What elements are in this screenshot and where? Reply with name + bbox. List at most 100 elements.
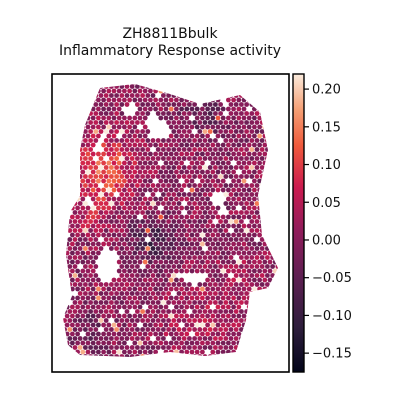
tissue-spot (254, 210, 260, 215)
tissue-spot (207, 165, 213, 170)
tissue-spot (246, 169, 252, 175)
tissue-spot (83, 273, 88, 278)
tissue-spot (249, 129, 255, 134)
tissue-spot (181, 165, 187, 170)
tissue-spot (124, 210, 130, 215)
tissue-spot (80, 178, 86, 184)
tissue-spot (137, 259, 143, 265)
tissue-spot (135, 327, 140, 332)
tissue-spot (213, 246, 218, 251)
tissue-spot (101, 124, 106, 130)
tissue-spot (85, 223, 91, 229)
tissue-spot (116, 340, 122, 346)
tissue-spot (218, 156, 224, 161)
tissue-spot (223, 327, 229, 332)
tissue-spot (161, 228, 166, 233)
tissue-spot (77, 201, 83, 206)
tissue-spot (254, 111, 260, 116)
tissue-spot (246, 241, 252, 247)
tissue-spot (179, 151, 185, 157)
tissue-spot (197, 147, 203, 152)
tissue-spot (161, 174, 166, 179)
tissue-spot (135, 246, 140, 251)
tissue-spot (236, 97, 242, 103)
tissue-spot (129, 201, 135, 206)
tissue-spot (192, 318, 198, 323)
tissue-spot (252, 133, 257, 139)
tissue-spot (166, 255, 172, 260)
tissue-spot (259, 273, 265, 278)
tissue-spot (161, 156, 166, 161)
tissue-spot (218, 327, 224, 332)
tissue-spot (168, 169, 174, 175)
tissue-spot (207, 183, 213, 188)
tissue-spot (135, 300, 140, 305)
tissue-spot (106, 295, 112, 301)
tissue-spot (148, 205, 153, 211)
tissue-spot (192, 291, 198, 296)
tissue-spot (153, 295, 159, 301)
tissue-spot (241, 214, 247, 220)
tissue-spot (155, 327, 161, 332)
tissue-spot (142, 187, 148, 193)
tissue-spot (90, 214, 96, 220)
tissue-spot (135, 111, 140, 116)
tissue-spot (181, 147, 187, 152)
tissue-spot (202, 174, 208, 179)
tissue-spot (171, 120, 177, 125)
tissue-spot (111, 214, 117, 220)
tissue-spot (140, 309, 146, 314)
tissue-spot (88, 291, 93, 296)
tissue-spot (168, 160, 174, 166)
tissue-spot (218, 255, 224, 260)
tissue-spot (166, 183, 172, 188)
tissue-spot (197, 264, 203, 269)
tissue-spot (101, 349, 106, 355)
tissue-spot (109, 111, 114, 116)
tissue-spot (145, 201, 151, 206)
tissue-spot (161, 282, 166, 287)
colorbar-tick-label: 0.20 (312, 83, 341, 98)
tissue-spot (163, 340, 169, 346)
tissue-spot (96, 295, 101, 301)
tissue-spot (194, 331, 200, 337)
tissue-spot (148, 97, 153, 103)
tissue-spot (249, 219, 255, 224)
tissue-spot (181, 318, 187, 323)
tissue-spot (168, 259, 174, 265)
tissue-spot (83, 246, 88, 251)
tissue-spot (166, 93, 172, 98)
tissue-spot (205, 214, 211, 220)
tissue-spot (150, 309, 156, 314)
tissue-spot (93, 174, 99, 179)
tissue-spot (168, 178, 174, 184)
tissue-spot (174, 313, 179, 319)
tissue-spot (257, 160, 262, 166)
tissue-spot (192, 336, 198, 341)
tissue-spot (140, 300, 146, 305)
tissue-spot (155, 246, 161, 251)
tissue-spot (228, 183, 234, 188)
tissue-spot (254, 201, 260, 206)
tissue-spot (145, 183, 151, 188)
tissue-spot (187, 156, 192, 161)
tissue-spot (226, 142, 231, 148)
tissue-spot (80, 169, 86, 175)
tissue-spot (176, 102, 182, 107)
tissue-spot (103, 309, 109, 314)
tissue-spot (223, 291, 229, 296)
tissue-spot (140, 255, 146, 260)
tissue-spot (88, 219, 93, 224)
tissue-spot (70, 313, 75, 319)
tissue-spot (197, 237, 203, 242)
tissue-spot (109, 165, 114, 170)
tissue-spot (207, 102, 213, 107)
tissue-spot (132, 340, 138, 346)
tissue-spot (236, 160, 242, 166)
tissue-spot (93, 309, 99, 314)
tissue-spot (207, 120, 213, 125)
tissue-spot (101, 115, 106, 121)
tissue-spot (109, 327, 114, 332)
tissue-spot (119, 282, 125, 287)
tissue-spot (90, 124, 96, 130)
